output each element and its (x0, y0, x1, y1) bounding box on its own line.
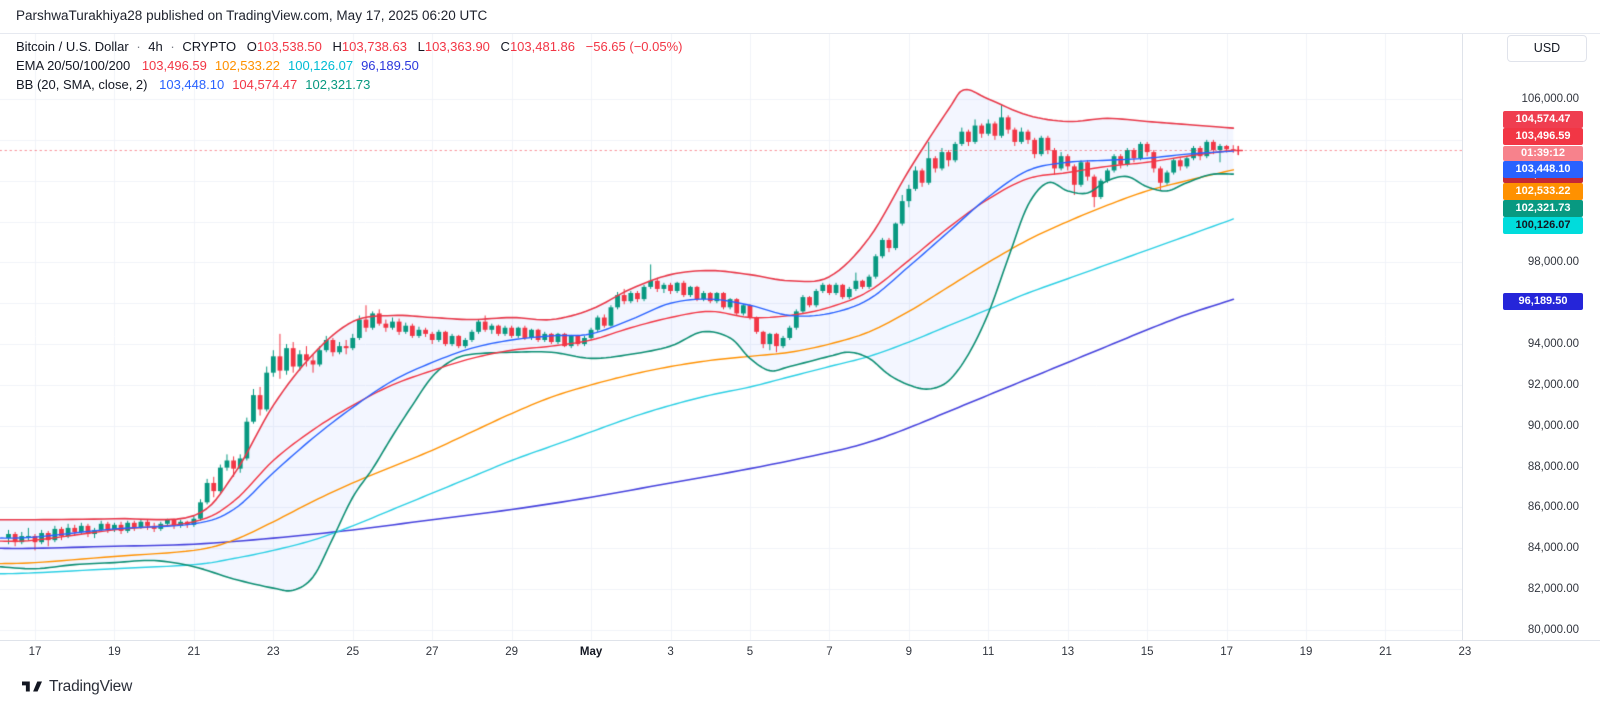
price-tick-label: 80,000.00 (1527, 624, 1579, 636)
price-tick-label: 106,000.00 (1521, 93, 1579, 105)
legend-bb-row: BB (20, SMA, close, 2) 103,448.10 104,574… (16, 76, 683, 95)
time-tick-label: 19 (1299, 646, 1313, 658)
published-header: ParshwaTurakhiya28 published on TradingV… (0, 0, 1600, 34)
time-tick-label: May (579, 646, 603, 658)
time-tick-label: 3 (667, 646, 674, 658)
ema100-value: 100,126.07 (287, 58, 354, 73)
exchange-label: CRYPTO (182, 39, 237, 54)
close-value: 103,481.86 (509, 39, 576, 54)
bb-basis-value: 103,448.10 (159, 77, 225, 92)
close-label: C (500, 39, 510, 54)
price-tick-label: 86,000.00 (1527, 501, 1579, 514)
tradingview-logo[interactable]: TradingView (22, 678, 132, 696)
time-tick-label: 25 (346, 646, 360, 658)
bb-lower-badge: 102,321.73 (1503, 200, 1583, 217)
price-chart-canvas[interactable] (0, 33, 1462, 640)
ema200-badge: 96,189.50 (1503, 293, 1583, 310)
price-tick-label: 88,000.00 (1527, 460, 1579, 473)
footer: TradingView (0, 667, 1600, 718)
high-label: H (332, 39, 342, 54)
tradingview-logo-icon (22, 681, 42, 692)
published-text: ParshwaTurakhiya28 published on TradingV… (16, 8, 488, 23)
time-tick-label: 13 (1061, 646, 1075, 658)
bb-lower-value: 102,321.73 (305, 77, 371, 92)
ema-values: 103,496.59 102,533.22 100,126.07 96,189.50 (134, 58, 419, 73)
ema20-badge: 103,496.59 (1503, 128, 1583, 145)
chart-pane[interactable]: Bitcoin / U.S. Dollar · 4h · CRYPTO O103… (0, 33, 1462, 640)
separator-dot: · (170, 39, 175, 54)
legend-symbol-row: Bitcoin / U.S. Dollar · 4h · CRYPTO O103… (16, 38, 683, 57)
currency-button[interactable]: USD (1507, 35, 1587, 62)
time-tick-label: 5 (746, 646, 754, 658)
ema50-value: 102,533.22 (214, 58, 280, 73)
ema50-badge: 102,533.22 (1503, 183, 1583, 200)
high-value: 103,738.63 (341, 39, 407, 54)
price-tick-label: 84,000.00 (1527, 542, 1579, 555)
time-tick-label: 29 (505, 646, 519, 658)
time-tick-label: 9 (905, 646, 913, 658)
low-label: L (417, 39, 425, 54)
symbol-title: Bitcoin / U.S. Dollar (16, 39, 129, 54)
time-tick-label: 7 (826, 646, 833, 658)
bb-upper-badge: 104,574.47 (1503, 111, 1583, 128)
bb-basis-badge: 103,448.10 (1503, 161, 1583, 178)
time-tick-label: 27 (425, 646, 439, 658)
time-tick-label: 23 (1458, 646, 1472, 658)
interval-label: 4h (148, 39, 163, 54)
time-tick-label: 21 (1379, 646, 1392, 658)
price-axis[interactable]: USD 106,000.00 98,000.00 94,000.00 92,000.0… (1462, 33, 1600, 640)
price-tick-label: 92,000.00 (1527, 378, 1579, 391)
separator-dot: · (136, 39, 141, 54)
bb-upper-value: 104,574.47 (232, 77, 298, 92)
time-tick-label: 11 (982, 646, 995, 658)
time-tick-label: 23 (266, 646, 280, 658)
tradingview-logo-text: TradingView (49, 678, 133, 695)
price-tick-label: 98,000.00 (1527, 256, 1579, 269)
open-value: 103,538.50 (256, 39, 322, 54)
ema20-value: 103,496.59 (141, 58, 207, 73)
time-tick-label: 15 (1140, 646, 1154, 658)
bb-study-label: BB (20, SMA, close, 2) (16, 77, 148, 92)
time-tick-label: 21 (187, 646, 201, 658)
price-tick-label: 90,000.00 (1527, 419, 1579, 432)
ema200-value: 96,189.50 (361, 58, 419, 73)
time-tick-label: 19 (108, 646, 121, 658)
time-tick-label: 17 (28, 646, 42, 658)
price-tick-label: 94,000.00 (1527, 338, 1579, 351)
low-value: 103,363.90 (424, 39, 490, 54)
time-axis[interactable]: 17 19 21 23 25 27 29 May 3 5 7 9 11 13 15 17 19 21 23 (0, 640, 1600, 668)
open-label: O (246, 39, 257, 54)
ema100-badge: 100,126.07 (1503, 217, 1583, 234)
ema-study-label: EMA 20/50/100/200 (16, 58, 131, 73)
price-tick-label: 82,000.00 (1527, 583, 1579, 596)
legend-ema-row: EMA 20/50/100/200 103,496.59 102,533.22 10… (16, 57, 683, 76)
change-value: −56.65 (−0.05%) (585, 39, 683, 54)
bb-values: 103,448.10 104,574.47 102,321.73 (151, 77, 370, 92)
time-tick-label: 17 (1220, 646, 1233, 658)
chart-legend: Bitcoin / U.S. Dollar · 4h · CRYPTO O103… (16, 38, 683, 95)
countdown-badge: 01:39:12 (1503, 146, 1583, 161)
